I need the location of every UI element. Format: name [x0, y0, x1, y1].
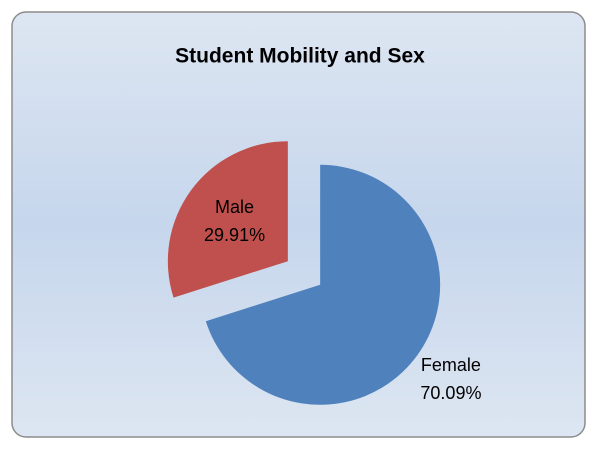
chart-title: Student Mobility and Sex — [175, 45, 425, 68]
chart-frame — [11, 11, 586, 438]
slice-category-label: Female — [421, 355, 481, 375]
slice-value-label: 70.09% — [420, 383, 481, 403]
slice-value-label: 29.91% — [204, 225, 265, 245]
pie-slice — [167, 141, 288, 298]
pie-slice — [205, 164, 441, 405]
slice-category-label: Male — [215, 197, 254, 217]
